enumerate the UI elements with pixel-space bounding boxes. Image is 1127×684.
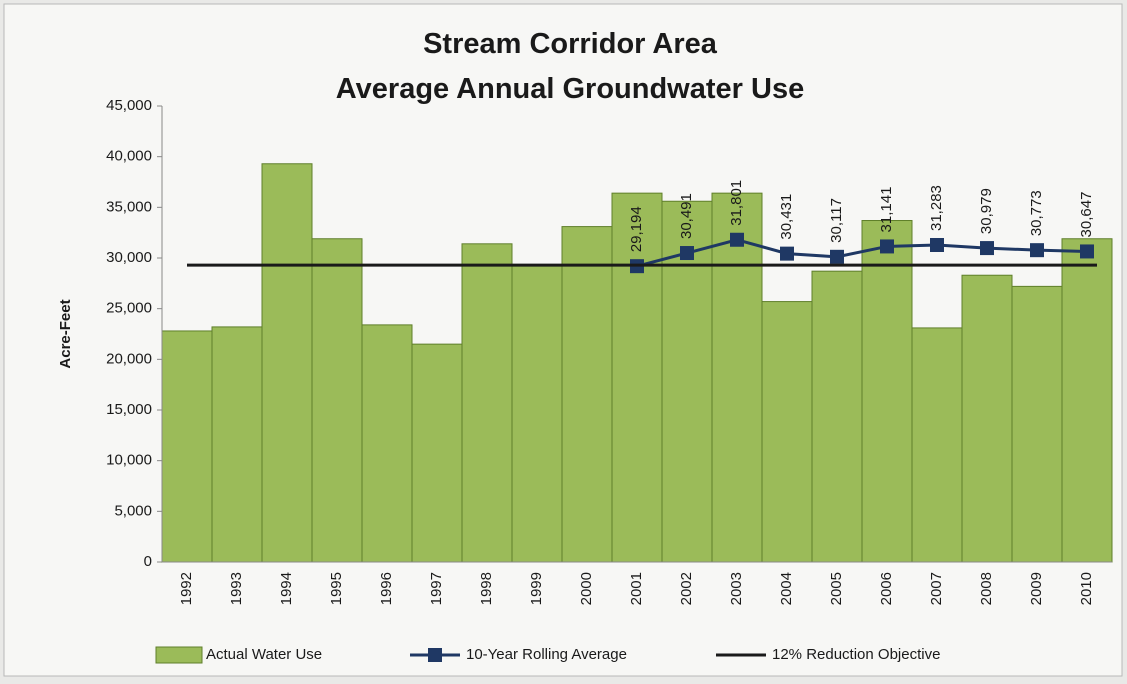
- bar: [311, 238, 363, 563]
- y-tick-label: 45,000: [106, 97, 152, 114]
- x-tick-label: 1998: [478, 572, 495, 605]
- bar: [511, 264, 563, 563]
- bar: [411, 343, 463, 563]
- bar: [861, 220, 913, 563]
- x-tick-label: 2009: [1028, 572, 1045, 605]
- x-tick-label: 2002: [678, 572, 695, 605]
- bar: [211, 326, 263, 563]
- data-label: 30,647: [1078, 192, 1095, 238]
- x-tick-label: 2005: [828, 572, 845, 605]
- y-tick-label: 10,000: [106, 452, 152, 469]
- legend-swatch: [155, 646, 203, 664]
- bar: [361, 324, 413, 563]
- data-label: 30,979: [978, 188, 995, 234]
- bar: [1061, 238, 1113, 563]
- data-label: 30,431: [778, 194, 795, 240]
- x-tick-label: 2000: [578, 572, 595, 605]
- bar: [961, 274, 1013, 563]
- x-tick-label: 1997: [428, 572, 445, 605]
- bar: [811, 270, 863, 563]
- bar: [561, 226, 613, 563]
- x-tick-label: 1994: [278, 572, 295, 605]
- legend-label: 12% Reduction Objective: [772, 646, 940, 663]
- y-tick-label: 0: [144, 553, 152, 570]
- x-tick-label: 2004: [778, 572, 795, 605]
- legend-marker: [428, 648, 442, 662]
- y-tick-label: 35,000: [106, 198, 152, 215]
- y-tick-label: 25,000: [106, 300, 152, 317]
- y-tick-label: 5,000: [114, 502, 152, 519]
- x-tick-label: 2007: [928, 572, 945, 605]
- x-tick-label: 2003: [728, 572, 745, 605]
- y-axis-label: Acre-Feet: [57, 299, 74, 368]
- x-tick-label: 2001: [628, 572, 645, 605]
- rolling-marker: [1080, 244, 1094, 259]
- bar: [461, 243, 513, 563]
- bar: [1011, 285, 1063, 563]
- data-label: 29,194: [628, 206, 645, 252]
- y-tick-label: 20,000: [106, 350, 152, 367]
- bar: [911, 327, 963, 563]
- x-tick-label: 1993: [228, 572, 245, 605]
- bar: [711, 192, 763, 563]
- x-tick-label: 1992: [178, 572, 195, 605]
- legend-label: Actual Water Use: [206, 646, 322, 663]
- legend-label: 10-Year Rolling Average: [466, 646, 627, 663]
- bar: [761, 301, 813, 563]
- rolling-marker: [730, 232, 744, 247]
- data-label: 31,283: [928, 185, 945, 231]
- y-tick-label: 15,000: [106, 401, 152, 418]
- legend: Actual Water Use 10-Year Rolling Average 1…: [155, 646, 940, 664]
- rolling-marker: [980, 241, 994, 256]
- bar: [261, 163, 313, 563]
- bar: [161, 330, 213, 563]
- x-tick-label: 1995: [328, 572, 345, 605]
- rolling-marker: [780, 246, 794, 261]
- data-label: 30,773: [1028, 190, 1045, 236]
- y-tick-label: 30,000: [106, 249, 152, 266]
- x-tick-label: 2010: [1078, 572, 1095, 605]
- data-label: 30,117: [828, 198, 845, 243]
- rolling-marker: [930, 237, 944, 252]
- rolling-marker: [1030, 243, 1044, 258]
- data-label: 30,491: [678, 193, 695, 239]
- chart-title-line: Average Annual Groundwater Use: [336, 73, 804, 105]
- x-tick-label: 1999: [528, 572, 545, 605]
- x-tick-label: 2006: [878, 572, 895, 605]
- y-tick-label: 40,000: [106, 148, 152, 165]
- bar: [661, 200, 713, 563]
- data-label: 31,801: [728, 180, 745, 226]
- rolling-line: [636, 238, 1088, 268]
- data-label: 31,141: [878, 187, 895, 233]
- rolling-marker: [680, 246, 694, 261]
- chart-title-line: Stream Corridor Area: [423, 28, 718, 60]
- plot-area: 0 5,000 10,000 15,000 20,000 25,000 30,000 35,0…: [106, 97, 1113, 605]
- rolling-marker: [880, 239, 894, 254]
- x-tick-label: 1996: [378, 572, 395, 605]
- rolling-marker: [830, 249, 844, 264]
- x-tick-label: 2008: [978, 572, 995, 605]
